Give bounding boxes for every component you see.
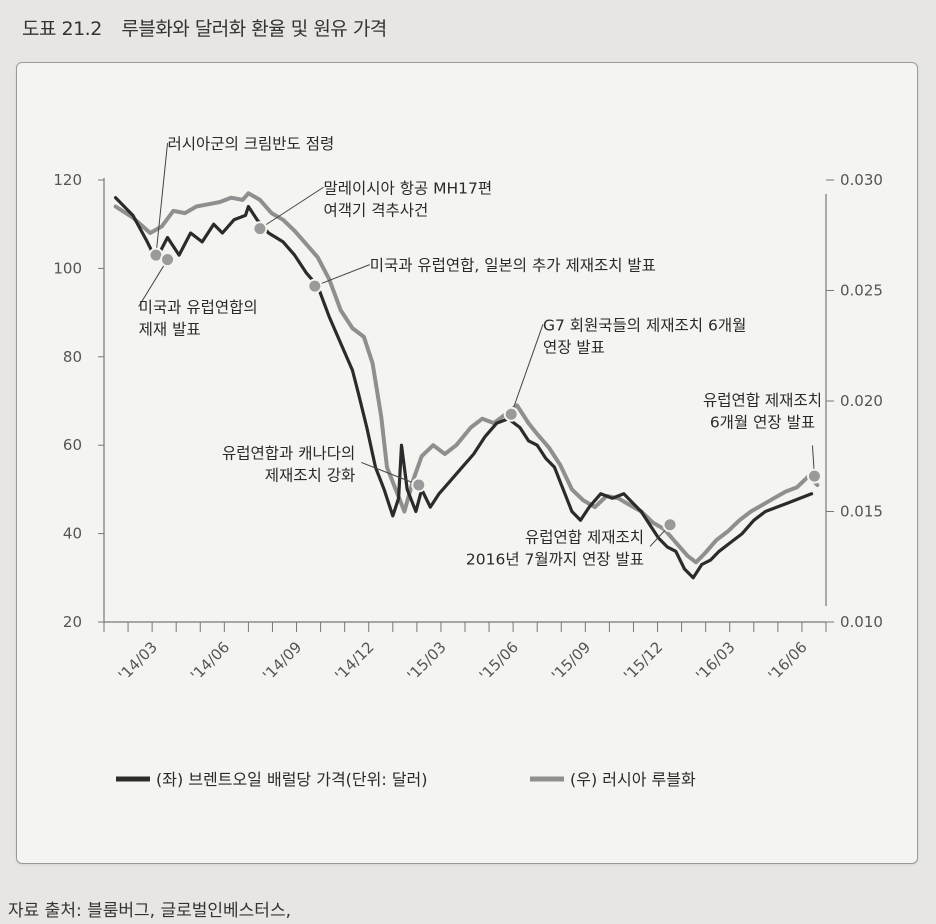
legend-label-1: (우) 러시아 루블화 (570, 770, 696, 789)
annotation-text-6-0: 유럽연합 제재조치 (525, 528, 644, 546)
annotation-text-7-1: 6개월 연장 발표 (710, 413, 815, 431)
annotation-text-4-0: G7 회원국들의 제재조치 6개월 (543, 316, 746, 334)
annotation-marker-2 (252, 221, 268, 237)
left-tick-label-3: 60 (63, 436, 82, 454)
series-line-0 (114, 196, 814, 580)
annotation-text-2-0: 말레이시아 항공 MH17편 (323, 179, 492, 197)
annotation-text-2-1: 여객기 격추사건 (323, 201, 428, 219)
legend: (좌) 브렌트오일 배럴당 가격(단위: 달러) (우) 러시아 루블화 (116, 770, 696, 789)
figure-number: 도표 21.2 (22, 18, 102, 40)
left-tick-label-0: 120 (53, 171, 82, 189)
source-note: 자료 출처: 블룸버그, 글로벌인베스터스, (8, 901, 291, 921)
annotation-leader-4 (510, 324, 544, 415)
left-tick-label-4: 40 (63, 525, 82, 543)
figure-title-text: 루블화와 달러화 환율 및 원유 가격 (121, 18, 387, 40)
annotation-marker-1 (160, 252, 176, 268)
annotation-text-0-0: 러시아군의 크림반도 점령 (168, 135, 335, 153)
annotation-text-5-1: 제재조치 강화 (265, 466, 356, 484)
x-tick-label-4: '15/03 (404, 638, 450, 684)
series-layer (113, 191, 820, 580)
left-tick-label-1: 100 (53, 259, 82, 277)
x-tick-label-9: '16/06 (765, 638, 811, 684)
annotation-leader-3 (314, 264, 370, 287)
x-tick-label-5: '15/06 (476, 638, 522, 684)
annotation-leader-5 (361, 461, 419, 486)
annotation-leader-0 (155, 143, 169, 256)
x-tick-label-8: '16/03 (692, 638, 738, 684)
right-tick-label-2: 0.020 (840, 392, 883, 410)
legend-label-0: (좌) 브렌트오일 배럴당 가격(단위: 달러) (156, 770, 428, 789)
annotation-text-3-0: 미국과 유럽연합, 일본의 추가 제재조치 발표 (370, 257, 656, 275)
annotation-text-1-0: 미국과 유럽연합의 (139, 299, 258, 317)
right-tick-label-0: 0.030 (840, 171, 883, 189)
x-tick-label-7: '15/12 (620, 638, 666, 684)
x-tick-label-2: '14/09 (259, 638, 305, 684)
annotation-marker-5 (411, 477, 427, 493)
annotation-leader-2 (259, 186, 324, 230)
annotation-text-6-1: 2016년 7월까지 연장 발표 (466, 550, 644, 568)
left-tick-label-2: 80 (63, 348, 82, 366)
right-tick-label-3: 0.015 (840, 503, 883, 521)
x-tick-label-3: '14/12 (331, 638, 377, 684)
x-tick-label-6: '15/09 (548, 638, 594, 684)
annotation-leader-1 (138, 259, 168, 307)
left-tick-label-5: 20 (63, 613, 82, 631)
right-tick-label-4: 0.010 (840, 613, 883, 631)
right-tick-label-1: 0.025 (840, 282, 883, 300)
figure-title: 도표 21.2 루블화와 달러화 환율 및 원유 가격 (22, 14, 387, 41)
annotation-marker-3 (307, 278, 323, 294)
annotation-text-4-1: 연장 발표 (543, 338, 605, 356)
series-line-1 (113, 191, 820, 565)
annotation-text-1-1: 제재 발표 (139, 321, 201, 339)
annotation-marker-7 (806, 468, 822, 484)
x-tick-label-1: '14/06 (187, 638, 233, 684)
annotation-marker-6 (662, 517, 678, 533)
annotation-text-5-0: 유럽연합과 캐나다의 (222, 444, 355, 462)
annotation-marker-4 (503, 406, 519, 422)
annotation-text-7-0: 유럽연합 제재조치 (703, 391, 822, 409)
x-tick-label-0: '14/03 (115, 638, 161, 684)
